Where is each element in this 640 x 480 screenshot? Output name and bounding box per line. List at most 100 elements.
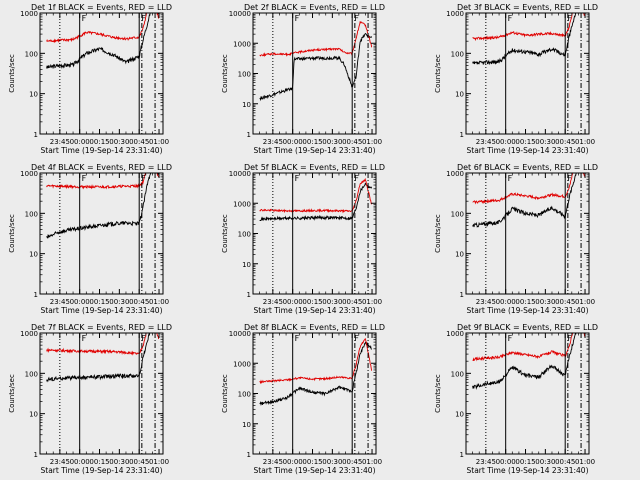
x-tick-label: 00:30 — [109, 298, 129, 306]
x-tick-label: 01:00 — [149, 298, 169, 306]
chart-title: Det 1f BLACK = Events, RED = LLD — [31, 3, 172, 12]
y-tick-label: 1 — [247, 291, 251, 299]
x-tick-label: 00:00 — [283, 458, 303, 466]
marker-label: F — [508, 334, 513, 343]
chart-panel-1: Det 1f BLACK = Events, RED = LLD F F 1 10 100… — [8, 0, 172, 155]
y-tick-label: 1 — [247, 131, 251, 139]
y-axis-label: Counts/sec — [8, 214, 16, 253]
y-axis-label: Counts/sec — [221, 214, 229, 253]
y-tick-label: 1 — [34, 131, 38, 139]
y-tick-label: 1 — [34, 291, 38, 299]
chart-title: Det 2f BLACK = Events, RED = LLD — [244, 3, 385, 12]
x-tick-label: 00:15 — [515, 138, 535, 146]
y-tick-label: 1000 — [233, 40, 251, 48]
chart-panel-4: Det 4f BLACK = Events, RED = LLDF F110100… — [8, 155, 172, 315]
y-tick-label: 1000 — [446, 10, 464, 18]
x-tick-label: 01:00 — [149, 458, 169, 466]
marker-label: F — [295, 334, 300, 343]
x-tick-label: 00:00 — [496, 138, 516, 146]
detector-plot-grid: Det 1f BLACK = Events, RED = LLDF F110100… — [0, 0, 640, 480]
y-tick-label: 1000 — [233, 200, 251, 208]
x-tick-label: 00:00 — [70, 458, 90, 466]
x-tick-label: 01:00 — [149, 138, 169, 146]
x-axis-label: Start Time (19-Sep-14 23:31:40) — [254, 466, 376, 475]
x-tick-label: 00:30 — [109, 458, 129, 466]
y-tick-label: 1000 — [20, 10, 38, 18]
marker-label: F — [295, 174, 300, 183]
y-axis-label: Counts/sec — [221, 54, 229, 93]
x-tick-label: 01:00 — [362, 458, 382, 466]
chart-panel-5: Det 5f BLACK = Events, RED = LLD F F 1 10 100… — [221, 163, 385, 315]
x-tick-label: 00:00 — [496, 298, 516, 306]
x-tick-label: 00:30 — [535, 138, 555, 146]
x-tick-label: 00:30 — [322, 298, 342, 306]
chart-panel-9: Det 9f BLACK = Events, RED = LLD F F 1 10 100… — [434, 316, 598, 475]
x-axis-label: Start Time (19-Sep-14 23:31:40) — [467, 306, 589, 315]
marker-label: F — [82, 334, 87, 343]
x-tick-label: 00:30 — [322, 458, 342, 466]
y-tick-label: 1000 — [20, 330, 38, 338]
y-tick-label: 10000 — [229, 330, 251, 338]
x-axis-label: Start Time (19-Sep-14 23:31:40) — [41, 146, 163, 155]
x-tick-label: 01:00 — [575, 298, 595, 306]
chart-title: Det 6f BLACK = Events, RED = LLD — [457, 163, 598, 172]
x-tick-label: 00:15 — [89, 458, 109, 466]
x-tick-label: 01:00 — [362, 298, 382, 306]
y-tick-label: 1000 — [20, 170, 38, 178]
y-tick-label: 10000 — [229, 10, 251, 18]
x-tick-label: 00:00 — [70, 138, 90, 146]
y-tick-label: 100 — [451, 370, 464, 378]
y-tick-label: 1 — [460, 291, 464, 299]
x-tick-label: 00:15 — [515, 298, 535, 306]
chart-title: Det 3f BLACK = Events, RED = LLD — [457, 3, 598, 12]
y-tick-label: 10 — [29, 251, 38, 259]
x-tick-label: 00:00 — [70, 298, 90, 306]
x-tick-label: 01:00 — [575, 458, 595, 466]
x-tick-label: 00:00 — [283, 138, 303, 146]
y-tick-label: 100 — [238, 71, 251, 79]
axes-frame — [253, 173, 376, 294]
x-tick-label: 23:45 — [476, 298, 496, 306]
x-axis-label: Start Time (19-Sep-14 23:31:40) — [41, 466, 163, 475]
y-tick-label: 10 — [455, 411, 464, 419]
chart-title: Det 9f BLACK = Events, RED = LLD — [457, 323, 598, 332]
x-axis-label: Start Time (19-Sep-14 23:31:40) — [41, 306, 163, 315]
x-tick-label: 00:45 — [342, 458, 362, 466]
y-tick-label: 10 — [242, 421, 251, 429]
y-tick-label: 10 — [29, 91, 38, 99]
x-tick-label: 00:45 — [129, 138, 149, 146]
y-tick-label: 100 — [25, 210, 38, 218]
x-tick-label: 00:15 — [302, 458, 322, 466]
y-axis-label: Counts/sec — [434, 54, 442, 93]
chart-panel-6: Det 6f BLACK = Events, RED = LLDF F110100… — [434, 156, 598, 315]
x-tick-label: 00:15 — [515, 458, 535, 466]
y-tick-label: 10 — [242, 101, 251, 109]
chart-title: Det 8f BLACK = Events, RED = LLD — [244, 323, 385, 332]
x-tick-label: 00:30 — [535, 458, 555, 466]
y-axis-label: Counts/sec — [8, 374, 16, 413]
x-tick-label: 00:45 — [342, 138, 362, 146]
x-tick-label: 00:30 — [109, 138, 129, 146]
x-axis-label: Start Time (19-Sep-14 23:31:40) — [254, 306, 376, 315]
marker-label: F — [82, 174, 87, 183]
axes-frame — [40, 13, 163, 134]
chart-panel-3: Det 3f BLACK = Events, RED = LLDF F110100… — [434, 0, 598, 155]
y-tick-label: 10 — [455, 251, 464, 259]
x-tick-label: 00:15 — [302, 138, 322, 146]
x-tick-label: 00:45 — [555, 138, 575, 146]
y-tick-label: 1 — [34, 451, 38, 459]
x-tick-label: 23:45 — [50, 458, 70, 466]
marker-label: F — [82, 14, 87, 23]
y-tick-label: 100 — [451, 210, 464, 218]
x-axis-label: Start Time (19-Sep-14 23:31:40) — [467, 146, 589, 155]
x-tick-label: 00:45 — [555, 458, 575, 466]
x-tick-label: 00:45 — [555, 298, 575, 306]
x-tick-label: 23:45 — [50, 298, 70, 306]
y-tick-label: 1000 — [446, 170, 464, 178]
x-axis-label: Start Time (19-Sep-14 23:31:40) — [467, 466, 589, 475]
x-tick-label: 01:00 — [362, 138, 382, 146]
x-tick-label: 23:45 — [263, 138, 283, 146]
y-axis-label: Counts/sec — [8, 54, 16, 93]
x-tick-label: 00:45 — [129, 458, 149, 466]
x-axis-label: Start Time (19-Sep-14 23:31:40) — [254, 146, 376, 155]
